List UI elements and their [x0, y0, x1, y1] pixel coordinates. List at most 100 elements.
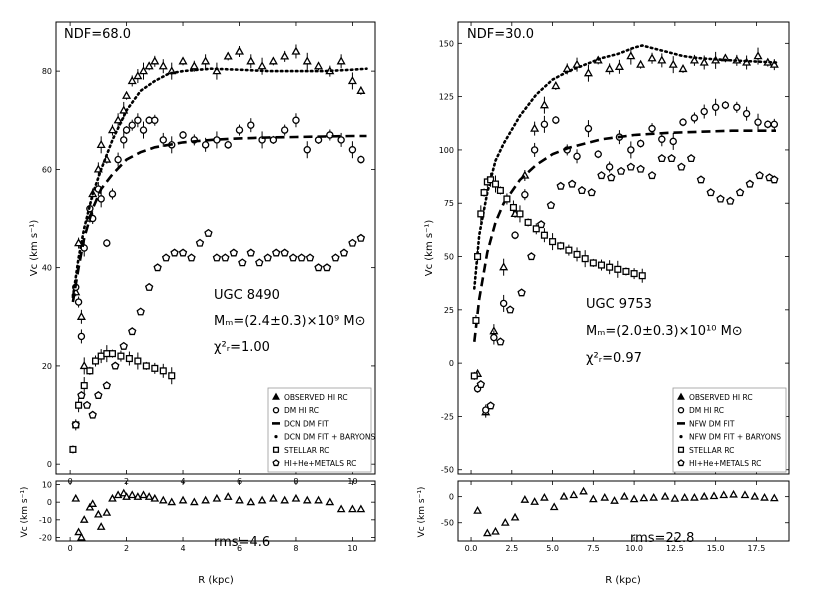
data-point: [539, 100, 549, 109]
data-point: [770, 120, 779, 129]
left-legend-box: [267, 387, 372, 473]
data-point: [597, 261, 606, 269]
x-tick-label: 7.5: [587, 544, 600, 553]
data-point: [108, 350, 116, 358]
data-point: [579, 486, 588, 495]
data-point: [94, 390, 103, 399]
data-point: [150, 493, 160, 502]
data-point: [103, 239, 111, 247]
data-point: [144, 492, 154, 500]
data-point: [153, 263, 162, 272]
data-point: [509, 203, 517, 212]
data-point: [168, 372, 176, 380]
data-point: [339, 248, 349, 257]
data-point: [610, 496, 619, 504]
data-point: [97, 352, 105, 360]
data-point: [649, 492, 659, 501]
data-point: [770, 175, 779, 184]
fit-line: [472, 44, 778, 290]
y-tick-label: -10: [39, 516, 52, 525]
data-point: [667, 154, 676, 163]
data-point: [97, 195, 105, 203]
data-point: [223, 492, 233, 500]
data-point: [326, 131, 334, 139]
y-tick-label: 60: [42, 165, 52, 174]
data-point: [288, 253, 298, 262]
x-tick-label: 10.0: [625, 544, 643, 553]
data-point: [302, 495, 312, 504]
legend-label: DCN DM FIT: [284, 419, 329, 428]
data-point: [639, 493, 649, 502]
data-point: [530, 123, 540, 132]
data-point: [120, 136, 128, 144]
data-point: [133, 71, 143, 80]
data-point: [629, 494, 639, 503]
y-tick-label: 10: [42, 481, 52, 490]
data-point: [630, 270, 638, 278]
data-point: [103, 350, 111, 358]
data-point: [74, 527, 83, 536]
data-point: [213, 136, 221, 144]
data-point: [605, 163, 614, 171]
data-point: [139, 490, 148, 499]
data-point: [647, 171, 657, 180]
left-resid-ylabel: Vᴄ (km s⁻¹): [20, 487, 30, 538]
data-point: [587, 188, 596, 197]
data-point: [597, 171, 606, 180]
data-point: [706, 188, 715, 197]
x-tick-label: 10: [347, 544, 357, 553]
right-main-frame: [457, 21, 790, 475]
data-point: [144, 61, 154, 70]
legend-label: DM HI RC: [689, 406, 724, 415]
data-point: [91, 357, 100, 365]
data-point: [314, 263, 323, 272]
data-point: [161, 253, 171, 262]
data-point: [77, 532, 86, 541]
right-main-axes: -50 -25 0 25 50 75 100 125 150: [439, 22, 789, 475]
data-point: [247, 121, 255, 129]
data-point: [134, 116, 142, 124]
data-point: [79, 515, 89, 523]
data-point: [530, 146, 539, 154]
data-point: [159, 367, 167, 375]
data-point: [521, 190, 529, 199]
data-point: [594, 150, 602, 158]
left-galaxy-name: UGC 8490: [214, 288, 280, 303]
data-point: [127, 490, 137, 499]
y-tick-label: 100: [439, 146, 454, 155]
data-point: [201, 56, 211, 65]
y-tick-label: -50: [441, 466, 454, 475]
y-tick-label: 0: [47, 460, 52, 469]
data-point: [178, 56, 188, 65]
x-tick-label: 12.5: [666, 544, 684, 553]
data-point: [71, 420, 80, 429]
data-point: [246, 497, 256, 506]
left-chi2: χ²ᵣ=1.00: [214, 340, 270, 355]
data-point: [189, 497, 199, 506]
data-point: [142, 362, 150, 370]
data-point: [614, 61, 624, 70]
data-point: [745, 179, 755, 188]
right-resid-ylabel: Vᴄ (km s⁻¹): [417, 487, 427, 538]
data-point: [496, 186, 504, 194]
data-point: [117, 352, 125, 360]
data-point: [636, 139, 645, 148]
data-point: [108, 190, 117, 198]
data-point: [500, 518, 510, 526]
data-point: [257, 61, 267, 70]
legend-label: HI+He+METALS RC: [284, 459, 356, 468]
data-point: [567, 179, 577, 188]
right-legend-box: [672, 387, 787, 473]
data-point: [769, 493, 779, 502]
left-residual-plot: [71, 488, 366, 541]
y-tick-label: 0: [449, 493, 454, 502]
data-point: [280, 51, 290, 60]
data-point: [122, 126, 131, 134]
right-main-panel: -50 -25 0 25 50 75 100 125 150 NDF=30.0 UGC 9753…: [424, 21, 790, 475]
data-point: [136, 307, 145, 316]
data-point: [573, 250, 581, 258]
data-point: [616, 166, 626, 175]
data-point: [532, 225, 540, 233]
data-point: [636, 59, 646, 68]
data-point: [159, 136, 167, 144]
